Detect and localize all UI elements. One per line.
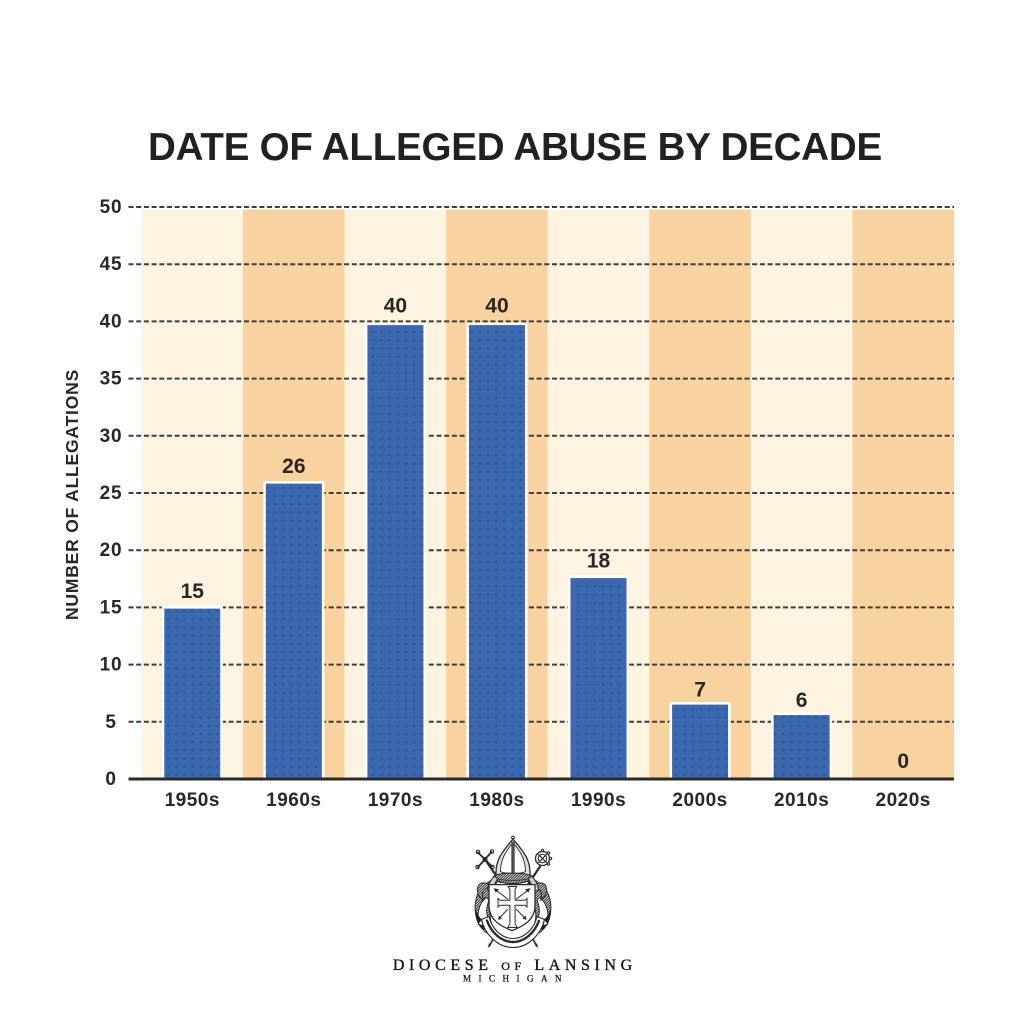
svg-text:1990s: 1990s: [571, 790, 626, 811]
svg-text:1980s: 1980s: [469, 790, 524, 811]
svg-text:NUMBER OF ALLEGATIONS: NUMBER OF ALLEGATIONS: [62, 369, 82, 620]
svg-text:2020s: 2020s: [876, 790, 931, 811]
svg-text:25: 25: [100, 483, 123, 504]
svg-text:MICHIGAN: MICHIGAN: [463, 974, 569, 984]
svg-text:15: 15: [100, 597, 123, 618]
svg-text:18: 18: [587, 550, 611, 573]
svg-text:15: 15: [181, 580, 205, 603]
svg-text:0: 0: [897, 750, 909, 773]
svg-text:20: 20: [100, 540, 123, 561]
svg-text:5: 5: [105, 712, 116, 733]
svg-text:0: 0: [105, 769, 116, 790]
svg-text:50: 50: [100, 197, 123, 218]
svg-text:10: 10: [100, 655, 123, 676]
svg-text:40: 40: [384, 295, 407, 318]
svg-text:2010s: 2010s: [774, 790, 829, 811]
svg-text:1950s: 1950s: [165, 790, 220, 811]
svg-text:45: 45: [100, 254, 123, 275]
svg-text:6: 6: [796, 689, 808, 712]
svg-text:40: 40: [100, 311, 123, 332]
svg-text:40: 40: [485, 295, 508, 318]
svg-text:7: 7: [694, 679, 706, 702]
svg-text:1960s: 1960s: [266, 790, 321, 811]
svg-text:26: 26: [282, 455, 305, 478]
svg-text:35: 35: [100, 369, 123, 390]
svg-text:DIOCESE OF LANSING: DIOCESE OF LANSING: [393, 957, 637, 974]
svg-text:DATE OF ALLEGED ABUSE BY DECAD: DATE OF ALLEGED ABUSE BY DECADE: [148, 126, 882, 169]
svg-text:1970s: 1970s: [368, 790, 423, 811]
svg-text:30: 30: [100, 426, 123, 447]
svg-text:2000s: 2000s: [672, 790, 727, 811]
